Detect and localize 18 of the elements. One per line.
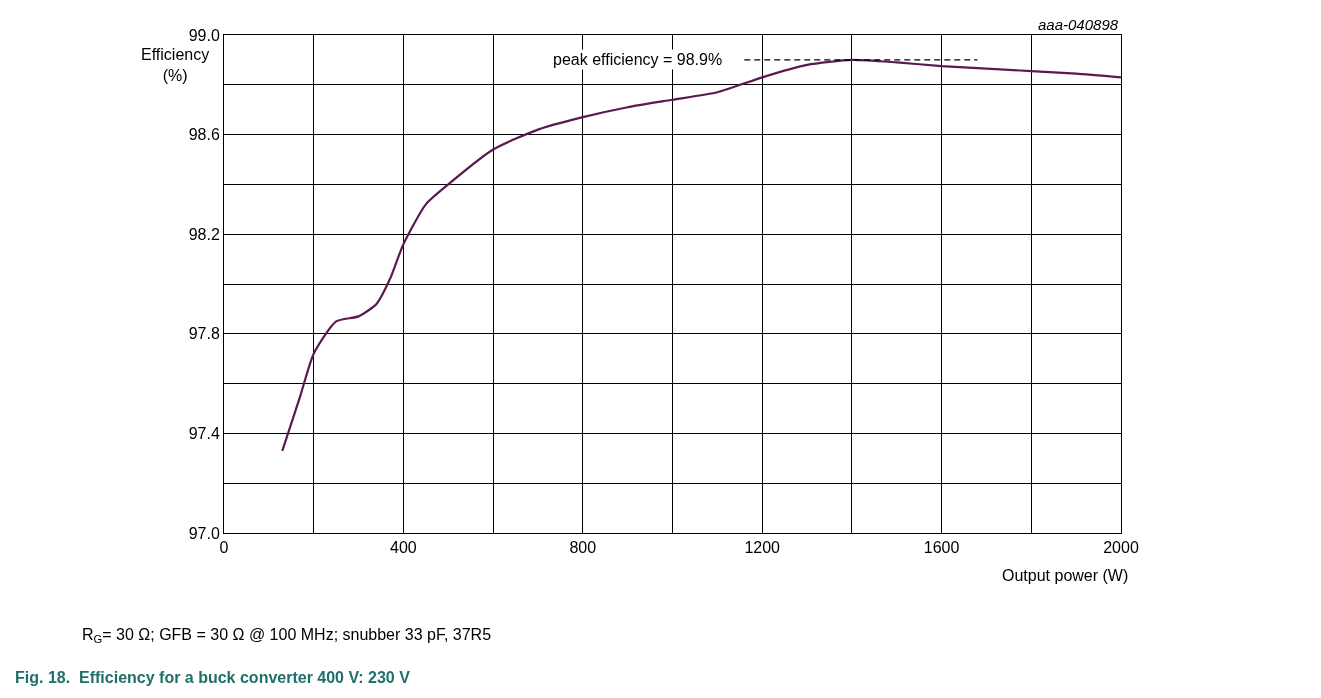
text: aaa-040898 bbox=[1038, 16, 1119, 33]
text: Fig. 18. Efficiency for a buck converter 400 V: 230 V bbox=[15, 669, 411, 686]
x-tick-label: 1200 bbox=[744, 539, 781, 557]
x-tick-label: 2000 bbox=[1103, 539, 1139, 557]
y-axis-title: Efficiency (%) bbox=[141, 46, 210, 84]
y-tick-label: 97.4 bbox=[188, 425, 220, 442]
x-axis-title: Output power (W) bbox=[1002, 567, 1129, 584]
x-tick-label: 0 bbox=[219, 539, 229, 557]
y-tick-label: 98.2 bbox=[188, 225, 220, 243]
x-tick-label: 400 bbox=[390, 539, 417, 557]
y-tick-label: 97.8 bbox=[188, 325, 220, 343]
text: R$_{G}$= 30 Ω; GFB = 30 Ω @ 100 MHz; snubber 33 pF, 37R5 bbox=[82, 626, 492, 646]
y-tick-label: 97.0 bbox=[188, 524, 220, 542]
y-tick-label: 99.0 bbox=[188, 26, 220, 44]
x-tick-label: 800 bbox=[569, 539, 597, 557]
x-tick-label: 1600 bbox=[923, 539, 960, 557]
annotation: peak efficiency = 98.9% bbox=[553, 51, 723, 68]
y-tick-label: 98.6 bbox=[188, 126, 220, 144]
